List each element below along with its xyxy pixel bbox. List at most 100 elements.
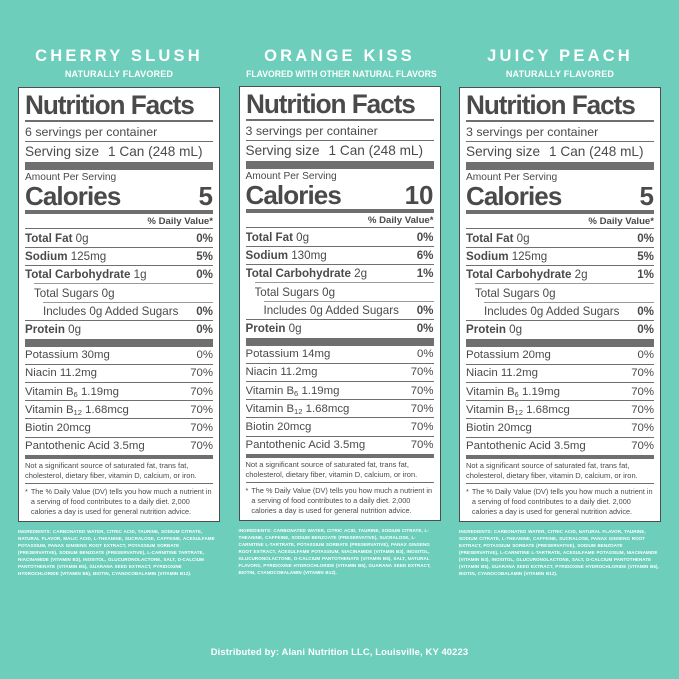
row-divider [25, 228, 213, 230]
serving-size-row: Serving size 1 Can (248 mL) [466, 142, 654, 162]
vitamin-dv: 70% [410, 402, 434, 415]
nutrition-panels-container: CHERRY SLUSH NATURALLY FLAVORED Nutrition … [18, 47, 661, 578]
serving-size-label: Serving size [466, 143, 541, 159]
row-divider [475, 283, 654, 285]
nutrition-facts-box: Nutrition Facts 3 servings per container S… [459, 87, 661, 523]
row-divider [466, 265, 654, 267]
serving-size-value: 1 Can (248 mL) [108, 143, 203, 159]
nutrient-row: Total Fat 0g 0% [246, 228, 434, 245]
vitamin-dv: 0% [417, 348, 434, 361]
row-divider [25, 246, 213, 248]
serving-size-value: 1 Can (248 mL) [328, 142, 423, 158]
row-divider [466, 418, 654, 420]
nutrient-name: Protein 0g [466, 323, 523, 337]
nutrition-panel: JUICY PEACH NATURALLY FLAVORED Nutrition F… [459, 47, 661, 578]
note-divider [245, 453, 434, 458]
row-divider [466, 320, 654, 322]
vitamin-row: Niacin 11.2mg 70% [246, 364, 434, 381]
ingredients-text: INGREDIENTS: CARBONATED WATER, CITRIC AC… [18, 529, 215, 576]
nutrient-dv: 0% [196, 323, 213, 337]
nutrient-name: Total Sugars 0g [34, 286, 115, 300]
calories-divider [245, 208, 434, 213]
nutrient-row: Total Fat 0g 0% [466, 229, 654, 246]
heading-divider [245, 119, 434, 122]
nutrient-row: Sodium 125mg 5% [25, 248, 213, 265]
serving-size-value: 1 Can (248 mL) [549, 143, 644, 159]
calories-row: Calories 5 [25, 183, 213, 210]
nutrition-facts-heading: Nutrition Facts [25, 90, 195, 121]
daily-value-footnote: * The % Daily Value (DV) tells you how mu… [246, 483, 434, 515]
nutrient-dv: 6% [416, 248, 434, 262]
vitamin-subscript: 12 [294, 406, 303, 415]
vitamin-dv: 70% [190, 403, 213, 416]
calories-row: Calories 10 [246, 182, 434, 209]
calories-label: Calories [245, 179, 342, 210]
vitamin-dv: 70% [631, 385, 654, 398]
nutrient-name: Total Fat 0g [466, 231, 530, 245]
row-divider [466, 228, 654, 230]
row-divider [25, 483, 213, 485]
vitamin-dv: 70% [410, 420, 434, 433]
row-divider [245, 417, 434, 419]
daily-value-header: % Daily Value* [588, 215, 654, 227]
row-divider [466, 381, 654, 383]
nutrient-name: Total Sugars 0g [254, 285, 336, 299]
row-divider [245, 380, 434, 382]
daily-value-footnote: * The % Daily Value (DV) tells you how mu… [25, 484, 213, 516]
thick-divider [245, 337, 434, 346]
vitamin-row: Vitamin B6 1.19mg 70% [25, 383, 213, 400]
nutrient-row: Includes 0g Added Sugars 0% [466, 303, 654, 320]
nutrient-name: Total Fat 0g [25, 231, 89, 245]
vitamin-dv: 70% [190, 385, 213, 398]
vitamin-dv: 70% [190, 421, 213, 434]
nutrient-name: Sodium 125mg [466, 249, 548, 263]
row-divider [245, 399, 434, 401]
flavor-title: JUICY PEACH [487, 47, 633, 65]
vitamin-row: Biotin 20mcg 70% [246, 418, 434, 435]
nutrient-row: Sodium 130mg 6% [246, 247, 434, 264]
vitamin-name: Vitamin B12 1.68mcg [245, 402, 350, 415]
serving-size-label: Serving size [25, 143, 100, 159]
vitamin-name: Vitamin B6 1.19mg [466, 385, 560, 398]
vitamin-row: Potassium 20mg 0% [466, 347, 654, 364]
row-divider [25, 436, 213, 438]
vitamin-row: Pantothenic Acid 3.5mg 70% [466, 438, 654, 455]
servings-per-container: 3 servings per container [466, 124, 599, 139]
vitamin-subscript: 6 [73, 389, 78, 398]
vitamin-row: Potassium 30mg 0% [25, 347, 213, 364]
footnote-text: The % Daily Value (DV) tells you how muc… [30, 487, 212, 516]
vitamin-dv: 70% [410, 384, 434, 397]
vitamin-row: Vitamin B6 1.19mg 70% [246, 382, 434, 399]
vitamin-name: Potassium 30mg [25, 349, 110, 362]
nutrient-dv: 1% [637, 268, 654, 282]
vitamin-name: Pantothenic Acid 3.5mg [245, 439, 366, 452]
vitamin-name: Niacin 11.2mg [25, 367, 97, 380]
nutrient-name: Sodium 125mg [25, 249, 107, 263]
nutrient-dv: 0% [196, 305, 213, 318]
nutrient-row: Total Sugars 0g [25, 284, 213, 301]
row-divider [245, 319, 434, 321]
distributor-text: Distributed by: Alani Nutrition LLC, Lou… [210, 646, 469, 657]
vitamin-subscript: 6 [294, 388, 299, 397]
vitamin-dv: 70% [410, 366, 434, 379]
vitamin-name: Biotin 20mcg [466, 421, 532, 434]
nutrition-facts-heading: Nutrition Facts [245, 89, 416, 120]
vitamin-name: Niacin 11.2mg [466, 367, 538, 380]
nutrient-name: Includes 0g Added Sugars [263, 304, 399, 317]
nutrition-facts-box: Nutrition Facts 3 servings per container S… [238, 86, 441, 522]
vitamin-dv: 70% [631, 421, 654, 434]
vitamin-row: Pantothenic Acid 3.5mg 70% [246, 437, 434, 454]
amount-per-serving-label: Amount Per Serving [466, 171, 558, 183]
nutrient-row: Total Carbohydrate 2g 1% [246, 265, 434, 282]
footnote-asterisk: * [25, 487, 28, 497]
nutrient-row: Protein 0g 0% [25, 321, 213, 338]
vitamin-name: Potassium 20mg [466, 349, 551, 362]
nutrient-dv: 0% [196, 231, 213, 245]
row-divider [245, 362, 434, 364]
vitamin-dv: 70% [190, 440, 213, 453]
vitamin-row: Niacin 11.2mg 70% [466, 365, 654, 382]
nutrient-dv: 0% [196, 268, 213, 282]
row-divider [25, 265, 213, 267]
vitamin-name: Vitamin B12 1.68mcg [25, 403, 129, 416]
